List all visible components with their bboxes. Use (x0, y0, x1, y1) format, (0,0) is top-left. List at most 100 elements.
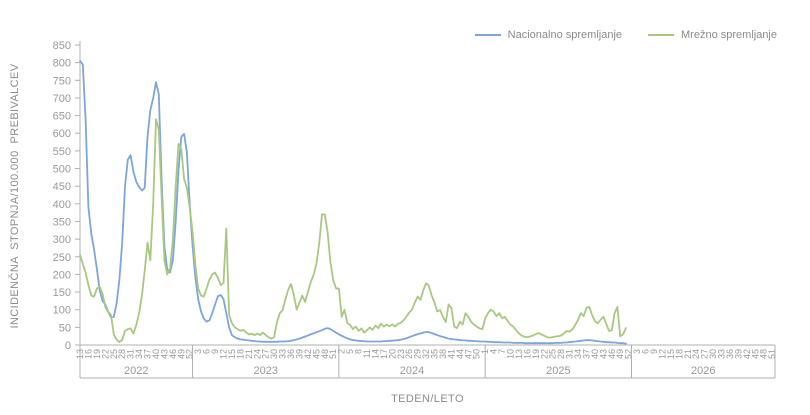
x-tick-label: 51 (767, 349, 777, 359)
x-tick-label: 9 (210, 349, 220, 354)
year-label: 2025 (546, 365, 570, 377)
x-tick-label: 20 (387, 349, 397, 359)
x-tick-label: 37 (581, 349, 591, 359)
x-tick-label: 31 (565, 349, 575, 359)
x-tick-label: 42 (742, 349, 752, 359)
x-tick-label: 52 (624, 349, 634, 359)
x-tick-label: 4 (489, 349, 499, 354)
x-tick-label: 39 (733, 349, 743, 359)
x-tick-label: 2 (337, 349, 347, 354)
y-tick-label: 300 (53, 234, 71, 246)
x-tick-label: 8 (354, 349, 364, 354)
x-tick-label: 52 (185, 349, 195, 359)
y-tick-label: 0 (65, 340, 71, 352)
x-tick-label: 37 (143, 349, 153, 359)
x-tick-label: 19 (92, 349, 102, 359)
y-tick-label: 350 (53, 216, 71, 228)
year-label: 2024 (400, 365, 424, 377)
x-tick-label: 31 (126, 349, 136, 359)
x-tick-label: 15 (227, 349, 237, 359)
y-tick-label: 250 (53, 252, 71, 264)
x-tick-label: 13 (75, 349, 85, 359)
x-tick-label: 42 (303, 349, 313, 359)
x-tick-label: 25 (548, 349, 558, 359)
legend-item-mrezno-spremljanje: Mrežno spremljanje (648, 29, 777, 41)
x-tick-label: 48 (320, 349, 330, 359)
x-tick-label: 11 (362, 349, 372, 358)
x-tick-label: 6 (641, 349, 651, 354)
x-tick-label: 40 (151, 349, 161, 359)
x-tick-label: 5 (345, 349, 355, 354)
x-tick-label: 27 (261, 349, 271, 359)
y-tick-label: 600 (53, 128, 71, 140)
x-tick-label: 6 (202, 349, 212, 354)
x-tick-label: 24 (691, 349, 701, 359)
x-tick-label: 16 (522, 349, 532, 359)
x-tick-label: 22 (100, 349, 110, 359)
x-tick-label: 35 (430, 349, 440, 359)
x-tick-label: 45 (750, 349, 760, 359)
x-tick-label: 24 (252, 349, 262, 359)
y-tick-label: 200 (53, 269, 71, 281)
x-tick-label: 33 (278, 349, 288, 359)
legend-label-mrezno: Mrežno spremljanje (681, 29, 777, 41)
legend-label-nacionalno: Nacionalno spremljanje (507, 29, 623, 41)
chart-legend: Nacionalno spremljanje Mrežno spremljanj… (0, 29, 777, 41)
x-tick-label: 49 (176, 349, 186, 359)
x-tick-label: 39 (294, 349, 304, 359)
x-tick-label: 44 (455, 349, 465, 359)
y-tick-label: 400 (53, 199, 71, 211)
x-tick-label: 13 (514, 349, 524, 359)
x-tick-label: 21 (244, 349, 254, 359)
year-label: 2022 (124, 365, 148, 377)
x-tick-label: 15 (666, 349, 676, 359)
x-tick-label: 22 (539, 349, 549, 359)
x-tick-label: 18 (674, 349, 684, 359)
x-tick-label: 41 (446, 349, 456, 359)
x-tick-label: 33 (717, 349, 727, 359)
x-tick-label: 21 (683, 349, 693, 359)
y-tick-label: 50 (59, 322, 71, 334)
legend-item-nacionalno-spremljanje: Nacionalno spremljanje (474, 29, 623, 41)
x-tick-label: 49 (615, 349, 625, 359)
x-tick-label: 47 (463, 349, 473, 359)
series-line-mrezno (79, 118, 627, 344)
x-tick-label: 51 (328, 349, 338, 359)
x-tick-label: 19 (531, 349, 541, 359)
x-tick-label: 25 (109, 349, 119, 359)
y-tick-label: 800 (53, 58, 71, 70)
x-tick-label: 9 (649, 349, 659, 354)
y-tick-label: 850 (53, 40, 71, 52)
x-tick-label: 36 (725, 349, 735, 359)
x-tick-label: 34 (573, 349, 583, 359)
x-tick-label: 27 (700, 349, 710, 359)
x-tick-label: 29 (413, 349, 423, 359)
x-tick-label: 16 (83, 349, 93, 359)
x-tick-label: 45 (311, 349, 321, 359)
y-tick-label: 700 (53, 93, 71, 105)
x-tick-label: 50 (472, 349, 482, 359)
x-tick-label: 7 (497, 349, 507, 354)
x-tick-label: 46 (168, 349, 178, 359)
x-tick-label: 3 (193, 349, 203, 354)
x-tick-label: 43 (598, 349, 608, 359)
x-tick-label: 46 (607, 349, 617, 359)
x-tick-label: 23 (396, 349, 406, 359)
y-tick-label: 650 (53, 111, 71, 123)
x-tick-label: 36 (286, 349, 296, 359)
y-tick-label: 100 (53, 305, 71, 317)
x-tick-label: 17 (379, 349, 389, 359)
x-tick-label: 43 (159, 349, 169, 359)
x-tick-label: 28 (117, 349, 127, 359)
year-label: 2023 (253, 365, 277, 377)
x-tick-label: 38 (438, 349, 448, 359)
x-tick-label: 18 (235, 349, 245, 359)
x-tick-label: 12 (219, 349, 229, 359)
x-tick-label: 34 (134, 349, 144, 359)
y-tick-label: 450 (53, 181, 71, 193)
x-tick-label: 40 (590, 349, 600, 359)
x-tick-label: 26 (404, 349, 414, 359)
x-tick-label: 28 (556, 349, 566, 359)
y-tick-label: 500 (53, 164, 71, 176)
